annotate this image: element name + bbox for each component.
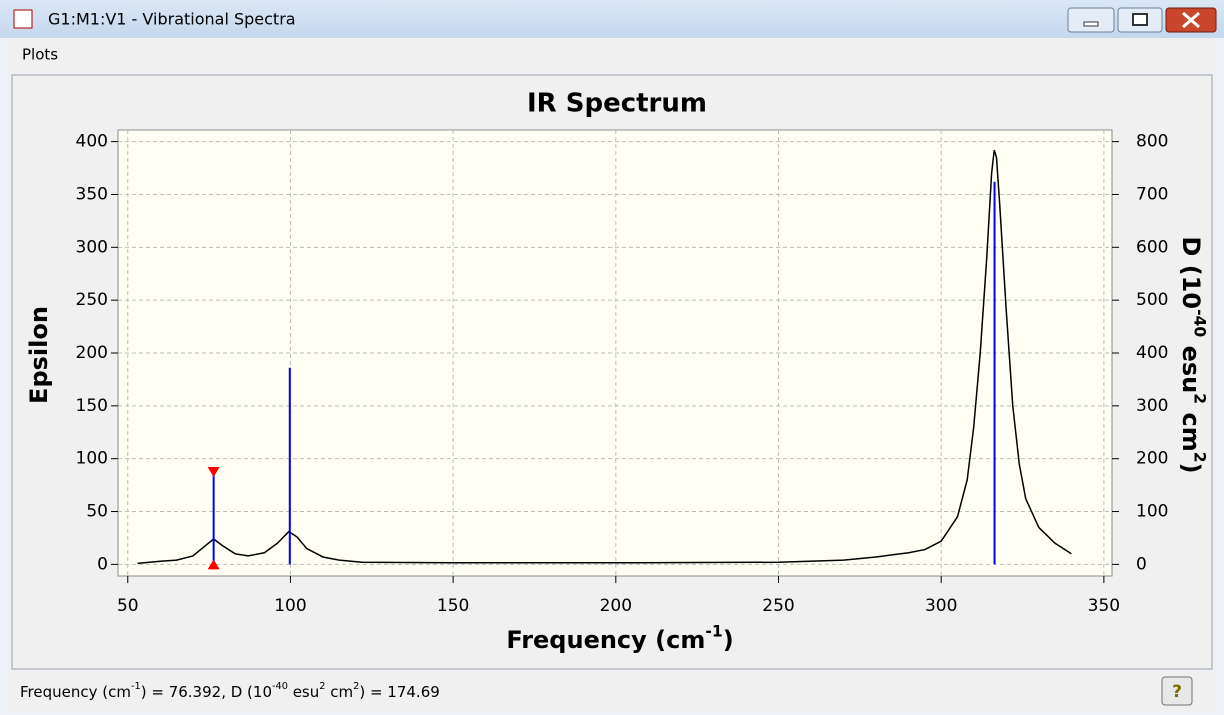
y-tick-label: 400 — [76, 132, 108, 152]
status-bar — [8, 672, 1216, 712]
title-bar — [0, 0, 1224, 38]
selection-marker — [207, 467, 220, 478]
y-tick-label: 350 — [76, 184, 108, 204]
menu-bar — [8, 38, 1216, 72]
y-tick-label: 200 — [76, 343, 108, 363]
y-tick-label: 250 — [76, 290, 108, 310]
y2-tick-label: 100 — [1136, 502, 1168, 522]
menu-item[interactable]: Plots — [22, 46, 58, 64]
y-tick-label: 150 — [76, 396, 108, 416]
text-part: esu — [1177, 337, 1205, 393]
x-tick-label: 300 — [925, 596, 957, 616]
x-tick-label: 50 — [117, 596, 139, 616]
text-part: Frequency (cm — [20, 683, 131, 701]
superscript: 2 — [1191, 393, 1209, 404]
superscript: 2 — [319, 681, 325, 692]
y-tick-label: 0 — [97, 554, 108, 574]
text-part: , D (10 — [221, 683, 272, 701]
x-tick-label: 150 — [437, 596, 469, 616]
text-part: Frequency (cm — [506, 626, 705, 654]
minimize-icon — [1083, 21, 1099, 27]
y2-tick-label: 200 — [1136, 449, 1168, 469]
x-axis-label: Frequency (cm-1) — [506, 622, 733, 654]
x-tick-label: 350 — [1088, 596, 1120, 616]
superscript: -1 — [131, 681, 141, 692]
superscript: -40 — [1191, 309, 1209, 337]
status-frequency: 76.392 — [169, 683, 222, 701]
x-tick-label: 100 — [274, 596, 306, 616]
y2-tick-label: 600 — [1136, 237, 1168, 257]
text-part: cm — [325, 683, 353, 701]
x-tick-label: 250 — [762, 596, 794, 616]
x-tick-label: 200 — [600, 596, 632, 616]
superscript: -1 — [705, 622, 722, 640]
text-part: D (10 — [1177, 236, 1205, 309]
y-tick-label: 300 — [76, 237, 108, 257]
minimize-button[interactable] — [1067, 7, 1115, 33]
y2-axis-label: D (10-40 esu2 cm2) — [1177, 236, 1209, 473]
y-axis-label: Epsilon — [25, 306, 53, 404]
y2-tick-label: 400 — [1136, 343, 1168, 363]
status-text: Frequency (cm-1) = 76.392, D (10-40 esu2… — [20, 681, 440, 701]
close-icon — [1182, 11, 1200, 29]
superscript: 2 — [1191, 452, 1209, 463]
text-part: ) — [1177, 463, 1205, 474]
y2-tick-label: 500 — [1136, 290, 1168, 310]
window-title: G1:M1:V1 - Vibrational Spectra — [48, 10, 296, 29]
superscript: 2 — [353, 681, 359, 692]
text-part: esu — [288, 683, 319, 701]
text-part: cm — [1177, 404, 1205, 452]
y2-tick-label: 700 — [1136, 184, 1168, 204]
y-tick-label: 50 — [86, 502, 108, 522]
help-icon: ? — [1172, 682, 1182, 702]
y2-tick-label: 800 — [1136, 132, 1168, 152]
y2-tick-label: 300 — [1136, 396, 1168, 416]
maximize-icon — [1132, 13, 1148, 26]
text-part: ) = — [141, 683, 169, 701]
spectrum-line — [137, 149, 1072, 565]
y2-tick-label: 0 — [1136, 554, 1147, 574]
y-tick-label: 100 — [76, 449, 108, 469]
superscript: -40 — [272, 681, 288, 692]
text-part: ) = — [359, 683, 387, 701]
chart-title: IR Spectrum — [527, 89, 707, 119]
status-intensity: 174.69 — [387, 683, 440, 701]
app-icon — [13, 9, 33, 29]
help-button[interactable] — [1161, 676, 1193, 706]
selection-marker — [207, 559, 220, 570]
text-part: ) — [723, 626, 734, 654]
